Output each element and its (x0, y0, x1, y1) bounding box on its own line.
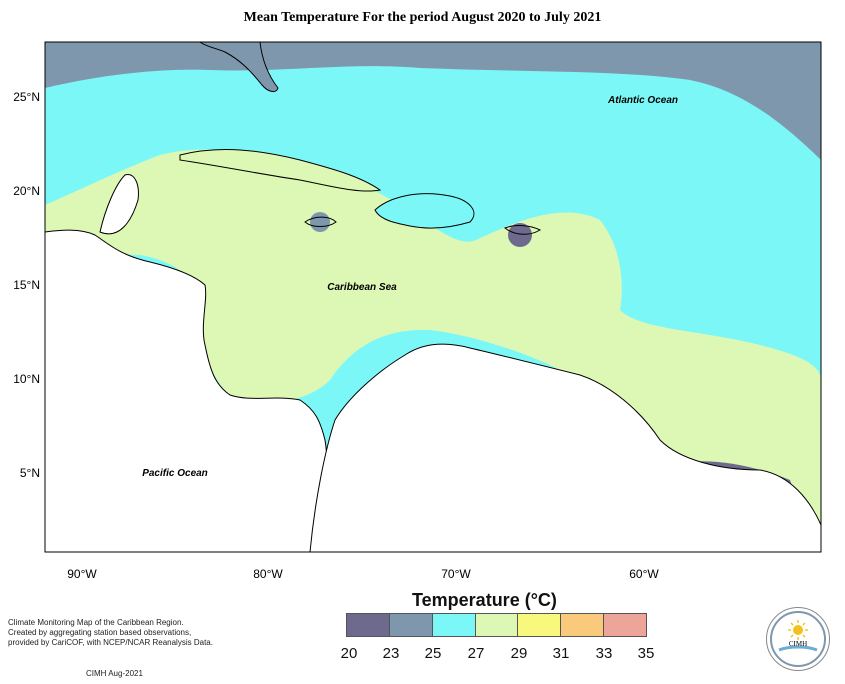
legend-tick-33: 33 (595, 645, 613, 662)
lon-label-60: 60°W (629, 567, 659, 581)
note-line-1: Climate Monitoring Map of the Caribbean … (8, 618, 184, 627)
pacific-ocean-label: Pacific Ocean (142, 468, 208, 479)
legend-title: Temperature (°C) (412, 590, 557, 610)
puerto-rico-landmass (504, 225, 542, 235)
legend-tick-29: 29 (510, 645, 528, 662)
legend-swatch-27-29 (475, 614, 519, 636)
zone-23-25-jamaica (310, 212, 330, 232)
hispaniola-landmass (374, 193, 475, 229)
florida-landmass (198, 41, 279, 93)
central-america-landmass (44, 229, 328, 553)
cimh-sun-logo: CIMH (766, 607, 830, 671)
legend-swatch-20-23 (347, 614, 390, 636)
legend-tick-20: 20 (340, 645, 358, 662)
cuba-landmass (179, 149, 382, 192)
note-line-2: Created by aggregating station based obs… (8, 628, 192, 637)
zone-20-23-puerto-rico (508, 223, 532, 247)
note-line-3: provided by CariCOF, with NCEP/NCAR Rean… (8, 638, 213, 647)
legend-swatch-25-27 (432, 614, 476, 636)
legend-tick-25: 25 (424, 645, 442, 662)
jamaica-landmass (304, 216, 337, 227)
lat-label-10: 10°N (13, 372, 40, 386)
lon-label-70: 70°W (441, 567, 471, 581)
caribbean-sea-label: Caribbean Sea (327, 282, 397, 293)
lat-label-25: 25°N (13, 90, 40, 104)
lon-label-80: 80°W (253, 567, 283, 581)
legend-colorbar (346, 613, 647, 637)
legend-tick-23: 23 (382, 645, 400, 662)
legend-swatch-33-35 (604, 614, 647, 636)
credit-label: CIMH Aug-2021 (86, 669, 143, 678)
lon-label-90: 90°W (67, 567, 97, 581)
yucatan-landmass (99, 174, 139, 235)
legend-tick-27: 27 (467, 645, 485, 662)
logo-text: CIMH (789, 640, 807, 648)
legend-tick-35: 35 (637, 645, 655, 662)
cimh-logo-icon: CIMH (770, 611, 826, 667)
legend-swatch-29-31 (518, 614, 562, 636)
lat-label-15: 15°N (13, 278, 40, 292)
south-america-landmass (309, 343, 822, 553)
map-notes: Climate Monitoring Map of the Caribbean … (8, 618, 213, 648)
legend-swatch-31-33 (561, 614, 605, 636)
lat-label-20: 20°N (13, 184, 40, 198)
legend-tick-31: 31 (552, 645, 570, 662)
map-frame (44, 41, 822, 553)
legend-swatch-23-25 (389, 614, 433, 636)
map-title: Mean Temperature For the period August 2… (243, 10, 602, 25)
lat-label-5: 5°N (20, 466, 40, 480)
atlantic-ocean-label: Atlantic Ocean (607, 95, 678, 106)
